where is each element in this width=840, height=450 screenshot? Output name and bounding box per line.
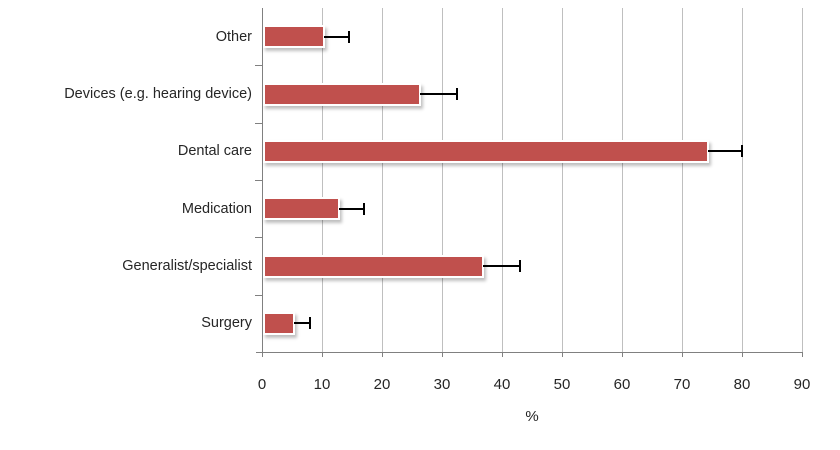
x-tick-label: 20 bbox=[373, 376, 391, 393]
error-bar-cap bbox=[363, 203, 365, 215]
bar-dental-care bbox=[263, 140, 709, 163]
error-bar bbox=[483, 265, 520, 267]
x-axis-tick bbox=[622, 352, 623, 357]
x-axis-line bbox=[256, 352, 803, 353]
error-bar bbox=[339, 208, 364, 210]
error-bar-cap bbox=[519, 260, 521, 272]
error-bar bbox=[420, 93, 457, 95]
category-axis-tick bbox=[255, 237, 262, 238]
gridline bbox=[322, 8, 323, 352]
category-label: Medication bbox=[181, 201, 252, 217]
x-axis-tick bbox=[502, 352, 503, 357]
x-tick-label: 40 bbox=[493, 376, 511, 393]
gridline bbox=[562, 8, 563, 352]
gridline bbox=[682, 8, 683, 352]
error-bar-cap bbox=[348, 31, 350, 43]
x-axis-tick bbox=[442, 352, 443, 357]
x-axis-title: % bbox=[525, 408, 539, 425]
x-axis-tick bbox=[262, 352, 263, 357]
category-label: Devices (e.g. hearing device) bbox=[64, 86, 252, 102]
gridline bbox=[742, 8, 743, 352]
x-axis-tick bbox=[382, 352, 383, 357]
x-tick-label: 10 bbox=[313, 376, 331, 393]
category-axis-tick bbox=[255, 295, 262, 296]
gridline bbox=[622, 8, 623, 352]
category-label: Dental care bbox=[177, 143, 252, 159]
x-axis-tick bbox=[322, 352, 323, 357]
gridline bbox=[502, 8, 503, 352]
x-tick-label: 0 bbox=[257, 376, 267, 393]
bar-generalist-specialist bbox=[263, 255, 484, 278]
x-tick-label: 30 bbox=[433, 376, 451, 393]
error-bar bbox=[324, 36, 349, 38]
x-tick-label: 50 bbox=[553, 376, 571, 393]
error-bar-cap bbox=[309, 317, 311, 329]
category-axis-tick bbox=[255, 123, 262, 124]
error-bar-cap bbox=[741, 145, 743, 157]
x-tick-label: 70 bbox=[673, 376, 691, 393]
x-axis-tick bbox=[562, 352, 563, 357]
error-bar-cap bbox=[456, 88, 458, 100]
x-axis-tick bbox=[682, 352, 683, 357]
gridline bbox=[442, 8, 443, 352]
bar-surgery bbox=[263, 312, 295, 335]
x-tick-label: 90 bbox=[793, 376, 811, 393]
category-axis-tick bbox=[255, 65, 262, 66]
category-label: Surgery bbox=[201, 315, 252, 331]
x-axis-tick bbox=[802, 352, 803, 357]
gridline bbox=[382, 8, 383, 352]
x-tick-label: 60 bbox=[613, 376, 631, 393]
category-axis-line bbox=[262, 8, 263, 352]
category-label: Generalist/specialist bbox=[122, 258, 252, 274]
error-bar bbox=[708, 150, 742, 152]
bar-devices-e-g-hearing-device- bbox=[263, 83, 421, 106]
category-label: Other bbox=[215, 29, 252, 45]
x-axis-tick bbox=[742, 352, 743, 357]
bar-other bbox=[263, 25, 325, 48]
x-tick-label: 80 bbox=[733, 376, 751, 393]
bar-medication bbox=[263, 197, 340, 220]
category-axis-tick bbox=[255, 180, 262, 181]
gridline bbox=[802, 8, 803, 352]
error-bar bbox=[294, 322, 310, 324]
